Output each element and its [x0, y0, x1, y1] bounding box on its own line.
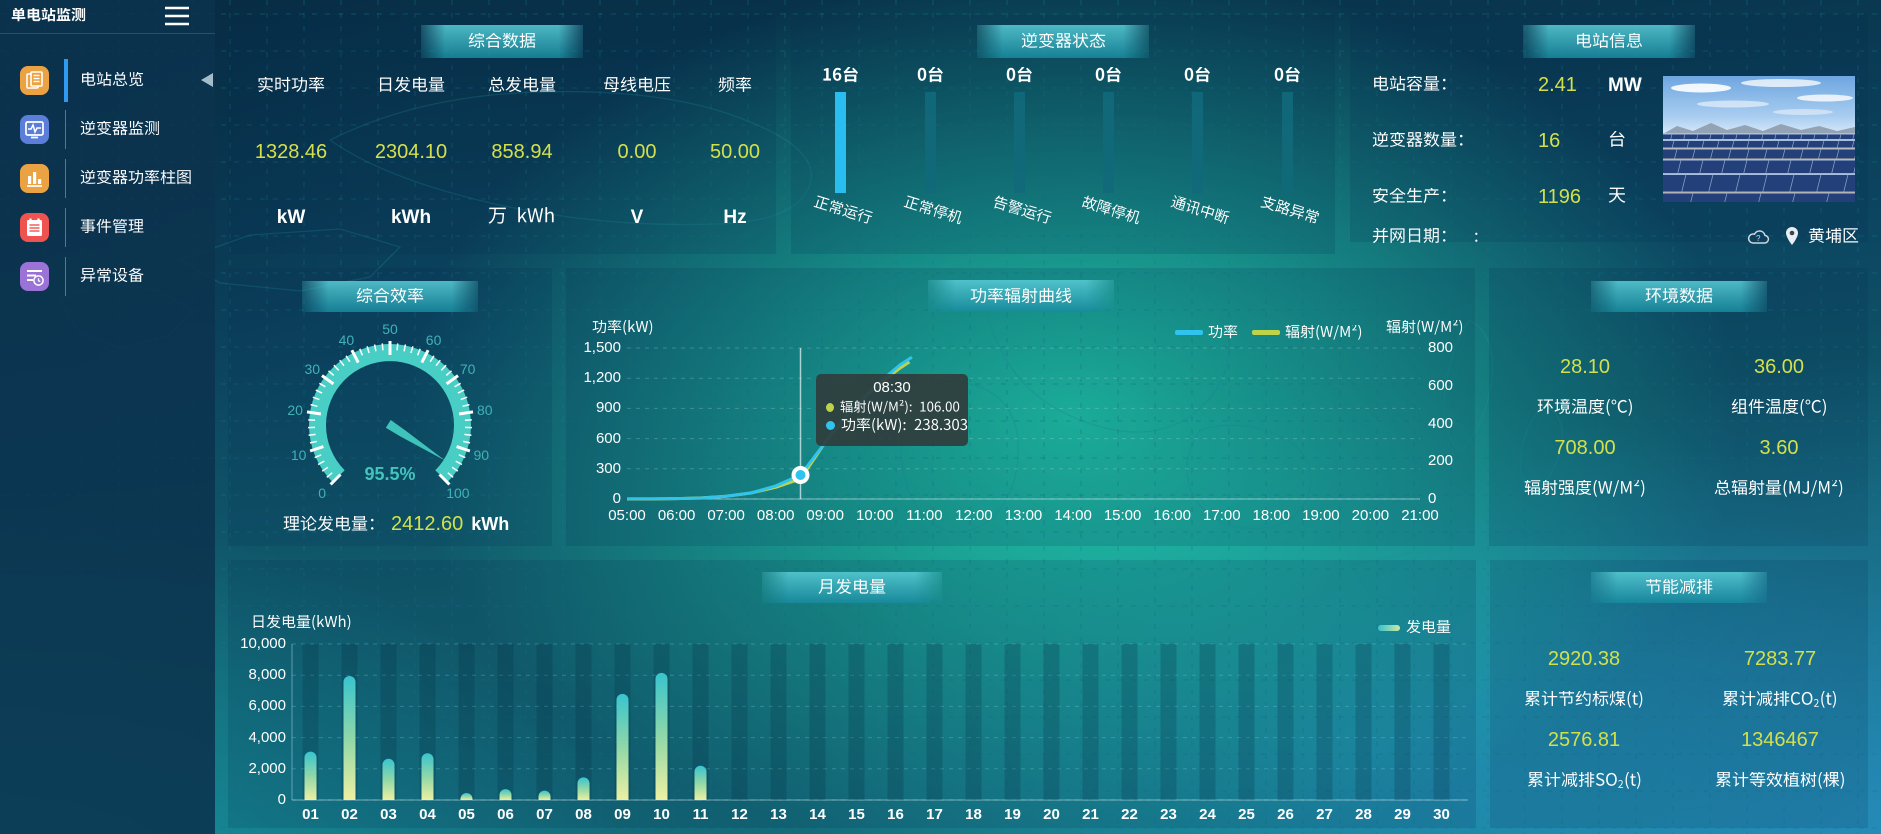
- svg-text:?: ?: [1756, 234, 1761, 243]
